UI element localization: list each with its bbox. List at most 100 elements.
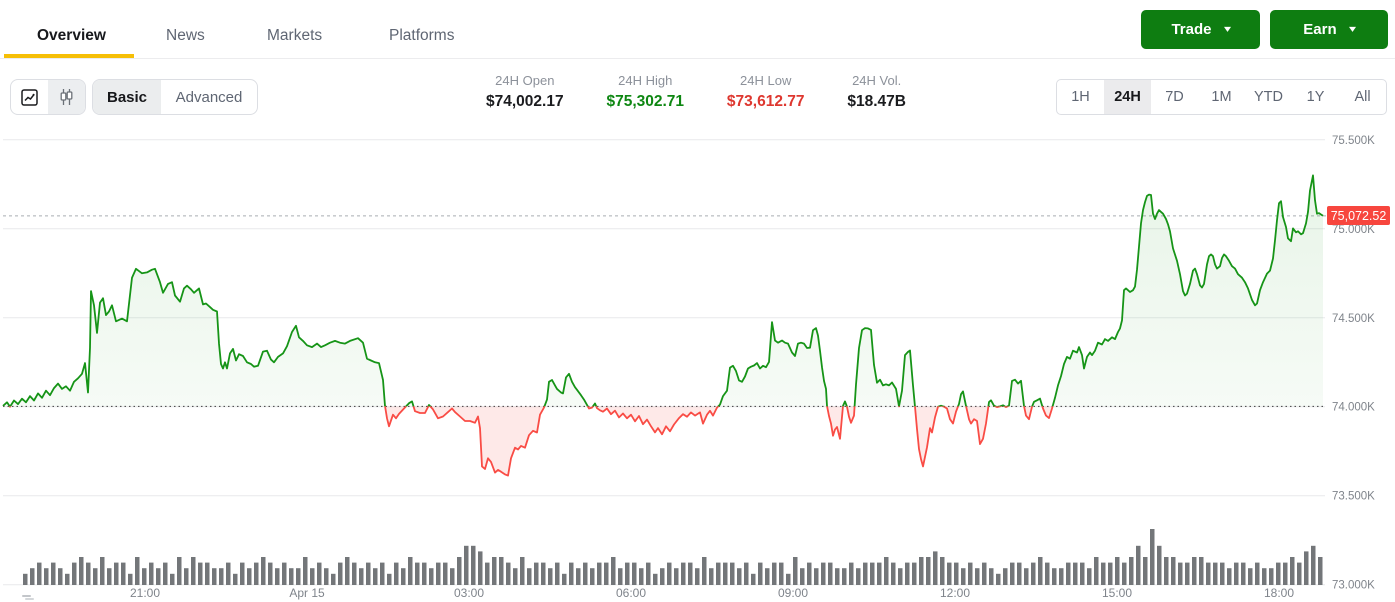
volume-bar xyxy=(653,573,658,585)
volume-bar xyxy=(373,568,378,585)
volume-bar xyxy=(821,562,826,585)
range-button-all[interactable]: All xyxy=(1354,89,1371,105)
x-axis-label: 12:00 xyxy=(940,586,970,600)
earn-button-label: Earn xyxy=(1303,21,1337,38)
range-button-1m[interactable]: 1M xyxy=(1211,89,1232,105)
volume-bar xyxy=(443,562,448,585)
volume-bar xyxy=(863,562,868,585)
volume-bar xyxy=(954,562,959,585)
tab-overview[interactable]: Overview xyxy=(37,27,106,44)
active-tab-underline xyxy=(4,54,134,58)
x-axis-label: 15:00 xyxy=(1102,586,1132,600)
volume-bar xyxy=(541,562,546,585)
volume-bar xyxy=(506,562,511,585)
mode-advanced-button[interactable]: Advanced xyxy=(175,88,243,106)
volume-bar xyxy=(611,557,616,585)
range-button-24h[interactable]: 24H xyxy=(1104,80,1151,114)
volume-bar xyxy=(219,568,224,585)
volume-bar xyxy=(170,573,175,585)
y-axis-label: 74.000K xyxy=(1332,402,1375,414)
volume-bar xyxy=(555,562,560,585)
candlestick-icon-button[interactable] xyxy=(47,80,85,114)
volume-bar xyxy=(793,557,798,585)
range-button-1y[interactable]: 1Y xyxy=(1306,89,1325,105)
range-button-ytd[interactable]: YTD xyxy=(1254,89,1283,105)
volume-bar xyxy=(23,573,28,585)
volume-bar xyxy=(1045,562,1050,585)
volume-bar xyxy=(142,568,147,585)
volume-bar xyxy=(807,562,812,585)
volume-bar xyxy=(1283,562,1288,585)
volume-bar xyxy=(604,562,609,585)
stat-label: 24H Open xyxy=(495,73,555,88)
y-axis-label: 73.500K xyxy=(1332,491,1375,503)
earn-button[interactable]: Earn ▾ xyxy=(1270,10,1388,49)
volume-bar xyxy=(254,562,259,585)
range-button-7d[interactable]: 7D xyxy=(1165,89,1184,105)
volume-bar xyxy=(1010,562,1015,585)
volume-bar xyxy=(646,562,651,585)
x-axis-label: Apr 15 xyxy=(289,586,325,600)
volume-bar xyxy=(492,557,497,585)
stat-label: 24H Vol. xyxy=(852,73,902,88)
volume-bar xyxy=(1311,545,1316,585)
volume-bar xyxy=(121,562,126,585)
volume-bar xyxy=(65,573,70,585)
mode-basic-button[interactable]: Basic xyxy=(93,80,161,114)
volume-bar xyxy=(1059,568,1064,585)
stat-24h-high: 24H High $75,302.71 xyxy=(606,73,684,111)
volume-bar xyxy=(681,562,686,585)
line-chart-icon-button[interactable] xyxy=(11,80,48,114)
volume-bar xyxy=(156,568,161,585)
volume-bar xyxy=(387,573,392,585)
volume-bar xyxy=(975,568,980,585)
tab-markets[interactable]: Markets xyxy=(267,27,323,44)
volume-bar xyxy=(1192,557,1197,585)
tab-news[interactable]: News xyxy=(166,27,205,44)
volume-bar xyxy=(1304,551,1309,585)
tab-platforms[interactable]: Platforms xyxy=(389,27,455,44)
volume-bar xyxy=(905,562,910,585)
volume-bar xyxy=(457,557,462,585)
volume-bar xyxy=(212,568,217,585)
volume-bar xyxy=(877,562,882,585)
volume-bar xyxy=(527,568,532,585)
volume-bar xyxy=(751,573,756,585)
volume-bar xyxy=(1220,562,1225,585)
chart-type-toggle xyxy=(10,79,86,115)
volume-bar xyxy=(338,562,343,585)
price-line-up xyxy=(2,174,1324,407)
volume-bar xyxy=(639,568,644,585)
volume-bar xyxy=(1318,557,1323,585)
volume-bar xyxy=(1115,557,1120,585)
volume-bar xyxy=(891,562,896,585)
volume-bar xyxy=(436,562,441,585)
volume-bar xyxy=(352,562,357,585)
x-axis-label: 03:00 xyxy=(454,586,484,600)
volume-bar xyxy=(79,557,84,585)
stat-label: 24H High xyxy=(618,73,673,88)
volume-bar xyxy=(100,557,105,585)
volume-bar xyxy=(177,557,182,585)
volume-bar xyxy=(786,573,791,585)
x-axis-label: 06:00 xyxy=(616,586,646,600)
stat-label: 24H Low xyxy=(740,73,792,88)
volume-bar xyxy=(709,568,714,585)
volume-bar xyxy=(1262,568,1267,585)
volume-bar xyxy=(1255,562,1260,585)
volume-bar xyxy=(996,573,1001,585)
volume-bar xyxy=(303,557,308,585)
range-button-1h[interactable]: 1H xyxy=(1071,89,1090,105)
volume-bar xyxy=(1213,562,1218,585)
volume-bar xyxy=(247,568,252,585)
volume-bar xyxy=(184,568,189,585)
volume-bar xyxy=(576,568,581,585)
time-range-selector: 1H 24H 7D 1M YTD 1Y All xyxy=(1056,79,1387,115)
volume-bar xyxy=(1276,562,1281,585)
trade-button[interactable]: Trade ▾ xyxy=(1141,10,1260,49)
y-axis-label: 75.000K xyxy=(1332,224,1375,236)
y-axis-label: 73.000K xyxy=(1332,580,1375,592)
volume-bar xyxy=(282,562,287,585)
volume-bar xyxy=(51,562,56,585)
